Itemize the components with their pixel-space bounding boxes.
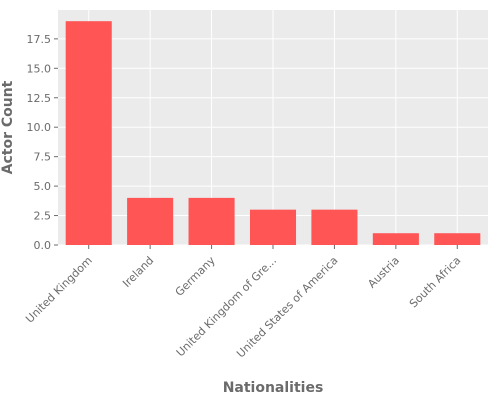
x-tick-label: South Africa — [407, 254, 463, 310]
x-tick-label: United States of America — [234, 254, 340, 360]
bar — [372, 233, 419, 245]
bar — [127, 197, 174, 245]
y-tick-label: 15.0 — [27, 62, 52, 75]
x-tick-label: Germany — [173, 254, 218, 299]
y-tick-label: 2.5 — [34, 210, 52, 223]
x-tick-label: Austria — [365, 254, 402, 291]
x-tick-label: United Kingdom of Gre... — [174, 254, 279, 359]
bar — [65, 21, 112, 245]
x-axis-title: Nationalities — [223, 380, 324, 396]
y-tick-label: 0.0 — [34, 239, 52, 252]
bar — [434, 233, 481, 245]
y-tick-label: 10.0 — [27, 121, 52, 134]
x-tick-label: Ireland — [120, 254, 156, 290]
y-tick-label: 12.5 — [27, 92, 52, 105]
y-axis-ticks: 0.0 2.5 5.0 7.5 10.0 12.5 15.0 17.5 — [27, 33, 58, 252]
y-tick-label: 5.0 — [34, 180, 52, 193]
bar — [311, 209, 358, 245]
bar — [188, 197, 235, 245]
y-tick-label: 17.5 — [27, 33, 52, 46]
x-tick-label: United Kingdom — [23, 254, 95, 326]
bar — [249, 209, 297, 245]
y-axis-title: Actor Count — [0, 80, 16, 174]
bars — [65, 21, 481, 245]
y-tick-label: 7.5 — [34, 151, 52, 164]
